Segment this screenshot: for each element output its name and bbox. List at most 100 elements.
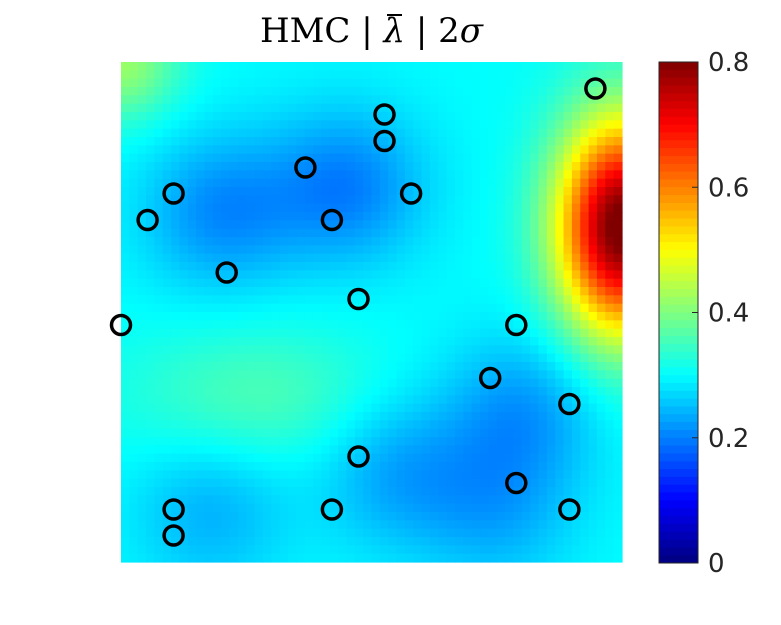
heatmap-cell: [521, 153, 531, 163]
heatmap-cell: [530, 445, 540, 455]
heatmap-cell: [154, 170, 164, 180]
heatmap-cell: [371, 253, 381, 263]
heatmap-cell: [455, 212, 464, 221]
heatmap-cell: [480, 212, 489, 221]
heatmap-cell: [221, 478, 231, 488]
heatmap-cell: [371, 345, 381, 355]
heatmap-cell: [179, 420, 189, 430]
heatmap-cell: [363, 128, 373, 138]
heatmap-cell: [121, 445, 130, 455]
heatmap-cell: [246, 378, 256, 388]
heatmap-cell: [605, 353, 615, 363]
heatmap-cell: [329, 62, 339, 71]
heatmap-cell: [129, 245, 139, 255]
heatmap-cell: [396, 537, 406, 546]
heatmap-cell: [254, 220, 264, 230]
heatmap-cell: [288, 528, 297, 538]
heatmap-cell: [413, 387, 423, 396]
heatmap-cell: [212, 70, 222, 80]
colorbar-segment: [659, 328, 698, 337]
heatmap-cell: [471, 470, 481, 480]
heatmap-cell: [271, 528, 281, 538]
heatmap-cell: [555, 187, 565, 196]
heatmap-cell: [304, 237, 314, 246]
heatmap-cell: [613, 462, 623, 471]
heatmap-cell: [571, 412, 581, 421]
heatmap-cell: [480, 128, 489, 138]
heatmap-cell: [571, 495, 581, 505]
heatmap-cell: [162, 162, 172, 171]
heatmap-cell: [446, 95, 456, 105]
heatmap-cell: [179, 270, 189, 280]
heatmap-cell: [254, 462, 264, 471]
heatmap-cell: [246, 312, 256, 321]
heatmap-cell: [229, 178, 239, 188]
heatmap-cell: [455, 145, 464, 155]
heatmap-cell: [313, 245, 322, 255]
heatmap-cell: [429, 87, 439, 96]
heatmap-cell: [179, 195, 189, 205]
heatmap-cell: [221, 162, 231, 171]
heatmap-cell: [530, 453, 540, 463]
heatmap-cell: [262, 187, 272, 196]
heatmap-cell: [237, 120, 247, 130]
heatmap-cell: [513, 128, 523, 138]
heatmap-cell: [262, 503, 272, 513]
heatmap-cell: [288, 387, 297, 396]
heatmap-cell: [429, 337, 439, 346]
heatmap-cell: [404, 170, 414, 180]
heatmap-cell: [421, 278, 431, 288]
heatmap-cell: [221, 495, 231, 505]
heatmap-cell: [271, 220, 281, 230]
heatmap-cell: [229, 245, 239, 255]
heatmap-cell: [513, 70, 523, 80]
heatmap-cell: [187, 170, 197, 180]
heatmap-cell: [463, 278, 473, 288]
heatmap-cell: [137, 253, 147, 263]
heatmap-cell: [463, 228, 473, 238]
heatmap-cell: [313, 287, 322, 296]
heatmap-cell: [237, 220, 247, 230]
heatmap-cell: [221, 187, 231, 196]
heatmap-cell: [271, 362, 281, 371]
heatmap-cell: [429, 520, 439, 530]
heatmap-cell: [521, 512, 531, 521]
heatmap-cell: [321, 178, 331, 188]
heatmap-cell: [530, 237, 540, 246]
heatmap-cell: [471, 120, 481, 130]
heatmap-cell: [271, 262, 281, 271]
heatmap-cell: [338, 328, 348, 338]
heatmap-cell: [313, 420, 322, 430]
heatmap-cell: [212, 378, 222, 388]
heatmap-cell: [379, 245, 389, 255]
heatmap-cell: [496, 537, 506, 546]
heatmap-cell: [379, 303, 389, 313]
heatmap-cell: [162, 70, 172, 80]
heatmap-cell: [179, 170, 189, 180]
heatmap-cell: [421, 137, 431, 146]
heatmap-cell: [296, 203, 306, 213]
heatmap-cell: [555, 112, 565, 121]
heatmap-cell: [304, 487, 314, 496]
heatmap-cell: [480, 237, 489, 246]
heatmap-cell: [304, 437, 314, 446]
heatmap-cell: [496, 220, 506, 230]
heatmap-cell: [571, 262, 581, 271]
heatmap-cell: [121, 278, 130, 288]
heatmap-cell: [162, 412, 172, 421]
heatmap-cell: [513, 445, 523, 455]
heatmap-cell: [488, 437, 498, 446]
heatmap-cell: [546, 445, 556, 455]
heatmap-cell: [237, 195, 247, 205]
heatmap-cell: [262, 337, 272, 346]
heatmap-cell: [262, 262, 272, 271]
heatmap-cell: [480, 445, 489, 455]
heatmap-cell: [187, 237, 197, 246]
heatmap-cell: [455, 95, 464, 105]
heatmap-cell: [521, 328, 531, 338]
heatmap-cell: [204, 120, 214, 130]
heatmap-cell: [237, 337, 247, 346]
heatmap-cell: [321, 353, 331, 363]
heatmap-cell: [129, 312, 139, 321]
heatmap-cell: [488, 553, 498, 563]
